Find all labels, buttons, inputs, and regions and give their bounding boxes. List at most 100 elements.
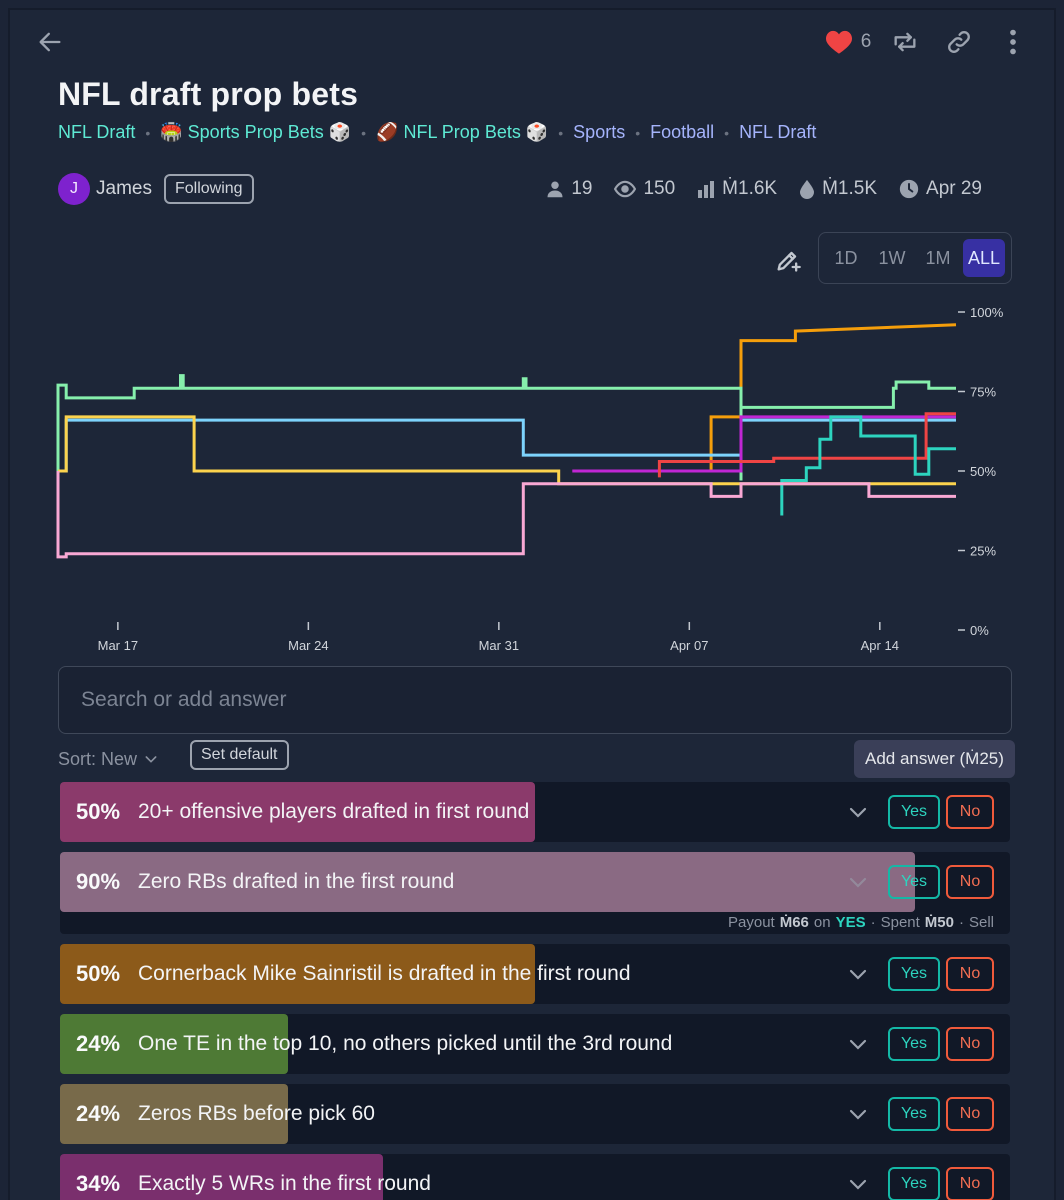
series-line-green[interactable]: [56, 374, 956, 481]
answer-probability-bar: [60, 782, 535, 842]
sell-link[interactable]: Sell: [968, 914, 994, 931]
answer-row: 50% Cornerback Mike Sainristil is drafte…: [60, 944, 1010, 1004]
yes-button[interactable]: Yes: [888, 1097, 940, 1131]
views-count: 150: [643, 178, 676, 199]
like-count: 6: [860, 31, 872, 52]
set-default-button[interactable]: Set default: [190, 740, 289, 770]
chevron-down-icon: [145, 756, 157, 763]
tag-football[interactable]: Football: [650, 122, 715, 142]
clock-icon: [899, 179, 919, 199]
add-answer-button[interactable]: Add answer (Ṁ25): [854, 740, 1015, 778]
y-tick-label: 75%: [970, 385, 996, 400]
payout-on: on: [813, 914, 831, 931]
expand-chevron-icon[interactable]: [846, 1172, 870, 1196]
separator-dot: ·: [870, 914, 876, 931]
answer-probability-bar: [60, 1014, 288, 1074]
y-axis: 100% 75% 50% 25% 0%: [958, 305, 1004, 638]
liquidity-stat: Ṁ1.5K: [799, 178, 877, 200]
answer-probability-bar: [60, 944, 535, 1004]
yes-button[interactable]: Yes: [888, 865, 940, 899]
no-button[interactable]: No: [946, 865, 994, 899]
range-1m-button[interactable]: 1M: [925, 247, 951, 268]
no-button[interactable]: No: [946, 1097, 994, 1131]
answer-percent: 90%: [76, 869, 121, 894]
x-tick-label: Mar 31: [479, 638, 519, 653]
answer-probability-bar: [60, 1084, 288, 1144]
edit-chart-icon[interactable]: [774, 246, 802, 274]
answer-content: 24% Zeros RBs before pick 60: [60, 1084, 1010, 1144]
payout-amount: Ṁ66: [779, 914, 809, 931]
yes-button[interactable]: Yes: [888, 795, 940, 829]
liquidity-value: Ṁ1.5K: [822, 178, 878, 199]
copy-link-button[interactable]: [932, 24, 986, 60]
x-tick-label: Apr 07: [670, 638, 708, 653]
more-options-button[interactable]: [986, 24, 1040, 60]
author-name[interactable]: James: [96, 178, 152, 199]
sort-dropdown[interactable]: Sort: New: [58, 744, 159, 774]
traders-stat[interactable]: 19: [546, 178, 592, 200]
droplet-icon: [800, 180, 815, 199]
series-line-red[interactable]: [657, 412, 956, 478]
eye-icon: [614, 180, 637, 198]
series-line-pink[interactable]: [56, 471, 956, 559]
tag-separator: •: [558, 124, 564, 141]
bar-chart-icon: [698, 181, 715, 198]
expand-chevron-icon[interactable]: [846, 1102, 870, 1126]
answer-text: One TE in the top 10, no others picked u…: [138, 1032, 673, 1055]
time-range-selector: 1D 1W 1M ALL: [818, 232, 1012, 284]
answer-text: Zeros RBs before pick 60: [138, 1102, 375, 1125]
expand-chevron-icon[interactable]: [846, 870, 870, 894]
tag-separator: •: [724, 124, 730, 141]
tag-nfl-prop-bets[interactable]: 🏈 NFL Prop Bets 🎲: [376, 122, 549, 142]
series-layer: [56, 323, 957, 559]
expand-chevron-icon[interactable]: [846, 1032, 870, 1056]
like-button[interactable]: 6: [818, 24, 878, 60]
answer-row: 34% Exactly 5 WRs in the first round Yes…: [60, 1154, 1010, 1200]
answer-percent: 50%: [76, 799, 121, 824]
yes-button[interactable]: Yes: [888, 1167, 940, 1200]
tag-nfl-draft-2[interactable]: NFL Draft: [739, 122, 817, 142]
no-button[interactable]: No: [946, 957, 994, 991]
tag-nfl-draft[interactable]: NFL Draft: [58, 122, 136, 142]
yes-button[interactable]: Yes: [888, 957, 940, 991]
y-tick-label: 50%: [970, 464, 996, 479]
link-icon: [948, 31, 970, 53]
repost-button[interactable]: [878, 24, 932, 60]
tag-sports[interactable]: Sports: [573, 122, 626, 142]
yes-button[interactable]: Yes: [888, 1027, 940, 1061]
answer-percent: 50%: [76, 961, 121, 986]
answer-percent: 24%: [76, 1031, 121, 1056]
volume-value: Ṁ1.6K: [722, 178, 778, 199]
answer-probability-bar: [60, 1154, 383, 1200]
tag-separator: •: [635, 124, 641, 141]
tag-sports-prop-bets[interactable]: 🏟️ Sports Prop Bets 🎲: [160, 122, 352, 142]
search-answer-input[interactable]: [58, 666, 1012, 734]
position-summary: Payout Ṁ66 on YES · Spent Ṁ50 · Sell: [728, 914, 994, 931]
probability-chart[interactable]: 100% 75% 50% 25% 0% Mar 17 Mar 24 Mar 31 Apr 07…: [10, 292, 1058, 662]
answer-text: Cornerback Mike Sainristil is drafted in…: [138, 962, 631, 985]
no-button[interactable]: No: [946, 795, 994, 829]
series-line-orange[interactable]: [709, 323, 957, 471]
series-line-teal[interactable]: [780, 415, 956, 516]
spent-amount: Ṁ50: [924, 914, 954, 931]
market-title: NFL draft prop bets: [58, 76, 359, 112]
tag-separator: •: [361, 124, 367, 141]
tag-list: NFL Draft • 🏟️ Sports Prop Bets 🎲 • 🏈 NF…: [58, 122, 816, 143]
range-1d-button[interactable]: 1D: [834, 247, 858, 268]
expand-chevron-icon[interactable]: [846, 962, 870, 986]
close-date: Apr 29: [926, 178, 982, 199]
no-button[interactable]: No: [946, 1027, 994, 1061]
answer-probability-bar: [60, 852, 915, 912]
following-button[interactable]: Following: [163, 174, 254, 204]
back-arrow-icon[interactable]: [36, 28, 64, 56]
separator-dot: ·: [958, 914, 964, 931]
answer-list: 50% 20+ offensive players drafted in fir…: [60, 782, 1010, 1200]
sort-label: Sort: New: [58, 748, 138, 769]
range-1w-button[interactable]: 1W: [878, 247, 906, 268]
range-all-button[interactable]: ALL: [963, 239, 1005, 277]
close-date-stat: Apr 29: [899, 178, 982, 200]
expand-chevron-icon[interactable]: [846, 800, 870, 824]
no-button[interactable]: No: [946, 1167, 994, 1200]
avatar[interactable]: J: [58, 173, 90, 205]
series-line-yellow[interactable]: [58, 415, 956, 486]
